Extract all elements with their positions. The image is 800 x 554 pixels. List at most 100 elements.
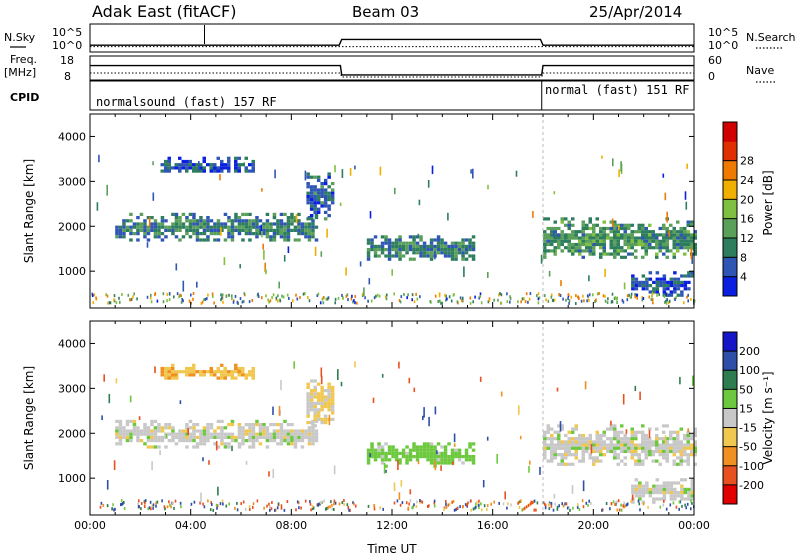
power-cell-872 <box>648 223 652 227</box>
velocity-cell-465 <box>366 451 371 455</box>
velocity-scatter-186 <box>572 506 574 510</box>
velocity-cell-552 <box>433 445 437 449</box>
power-cell-203 <box>248 232 252 236</box>
velocity-cell-165 <box>223 435 228 439</box>
power-scatter-127 <box>462 299 464 303</box>
velocity-cell-193 <box>244 423 249 427</box>
velocity-cell-297 <box>311 423 315 427</box>
power-cell-98 <box>185 225 189 229</box>
power-cell-266 <box>286 228 291 232</box>
velocity-cell-441 <box>323 414 328 418</box>
velocity-scatter-14 <box>601 508 604 512</box>
power-cell-90 <box>178 228 182 232</box>
power-scatter-232 <box>446 297 448 301</box>
power-cell-952 <box>686 220 690 224</box>
velocity-cell-473 <box>370 455 374 459</box>
power-cell-1051 <box>690 271 695 275</box>
velocity-speck-58 <box>154 366 156 374</box>
power-cell-72 <box>167 225 172 229</box>
power-cell-865 <box>644 233 648 237</box>
velocity-speck-48 <box>129 395 132 403</box>
velocity-cell-664 <box>564 462 568 466</box>
power-cell-917 <box>669 233 673 237</box>
velocity-cell-222 <box>258 442 263 446</box>
velocity-scatter-131 <box>413 503 415 507</box>
velocity-scatter-227 <box>150 507 152 511</box>
power-scatter-128 <box>634 293 636 297</box>
velocity-cell-709 <box>585 449 589 454</box>
power-cell-143 <box>209 232 214 236</box>
power-cell-895 <box>658 246 662 250</box>
power-cell-153 <box>216 232 221 236</box>
velocity-cell-642 <box>557 437 561 441</box>
power-cell-770 <box>602 236 606 240</box>
power-cell-498 <box>387 254 392 258</box>
power-cell-472 <box>370 241 374 245</box>
power-cell-476 <box>373 244 378 248</box>
velocity-cell-273 <box>293 432 298 436</box>
noise-ytick-top-left: 10^5 <box>52 26 82 39</box>
power-cell-75 <box>171 222 175 226</box>
power-cell-780 <box>609 220 613 224</box>
velocity-cell-767 <box>613 453 617 457</box>
velocity-scatter-151 <box>548 507 551 510</box>
power-scatter-103 <box>337 296 340 300</box>
power-cell-606 <box>461 238 465 242</box>
power-cell-83 <box>174 225 179 229</box>
power-cell-986 <box>638 284 642 288</box>
power-scatter-184 <box>398 299 401 303</box>
power-scatter-215 <box>604 299 607 303</box>
power-cell-384 <box>241 163 245 167</box>
power-cell-352 <box>202 166 206 170</box>
velocity-scatter-95 <box>209 508 212 512</box>
power-cell-357 <box>209 169 213 173</box>
power-cell-106 <box>188 235 193 239</box>
power-scatter-186 <box>666 298 668 302</box>
velocity-cell-278 <box>297 429 301 433</box>
velocity-scatter-168 <box>420 500 422 503</box>
velocity-scatter-276 <box>577 503 579 507</box>
power-cell-663 <box>557 233 561 237</box>
velocity-cell-594 <box>464 451 469 455</box>
velocity-scatter-242 <box>228 502 230 506</box>
velocity-cell-760 <box>613 427 617 431</box>
velocity-cell-822 <box>637 456 641 460</box>
power-cell-9 <box>122 222 126 226</box>
velocity-scatter-127 <box>480 502 482 506</box>
power-cell-60 <box>157 232 161 236</box>
power-cell-933 <box>676 239 680 243</box>
power-cell-612 <box>461 257 465 261</box>
power-cell-261 <box>283 238 287 242</box>
velocity-scatter-278 <box>582 505 585 509</box>
velocity-cell-888 <box>669 433 673 438</box>
velocity-cell-468 <box>366 461 371 465</box>
power-scatter-122 <box>334 297 337 301</box>
power-scatter-0 <box>373 296 376 300</box>
velocity-speck-56 <box>354 361 356 368</box>
power-cell-386 <box>244 166 248 170</box>
power-cell-160 <box>223 225 228 229</box>
power-cell-103 <box>188 222 193 226</box>
velocity-ytick-label-1: 2000 <box>58 427 86 440</box>
power-scatter-216 <box>586 294 589 298</box>
velocity-cell-30 <box>132 423 137 427</box>
velocity-scatter-158 <box>207 499 209 503</box>
velocity-cell-37 <box>136 435 140 439</box>
power-cell-1025 <box>669 290 674 294</box>
velocity-cell-919 <box>679 462 683 466</box>
power-cell-883 <box>651 246 655 250</box>
power-colorbar-seg-8 <box>723 122 737 142</box>
power-cell-757 <box>599 226 603 231</box>
velocity-scatter-76 <box>152 506 154 510</box>
power-cell-391 <box>251 163 255 167</box>
power-cell-397 <box>306 185 310 189</box>
velocity-cell-424 <box>316 414 321 418</box>
velocity-cell-1008 <box>669 494 674 498</box>
station-title: Adak East (fitACF) <box>92 2 236 21</box>
velocity-scatter-246 <box>625 503 628 507</box>
velocity-cell-987 <box>655 487 660 491</box>
velocity-cell-707 <box>585 443 589 447</box>
power-cell-648 <box>550 233 554 237</box>
velocity-cell-208 <box>251 435 256 439</box>
power-cell-628 <box>471 257 476 261</box>
